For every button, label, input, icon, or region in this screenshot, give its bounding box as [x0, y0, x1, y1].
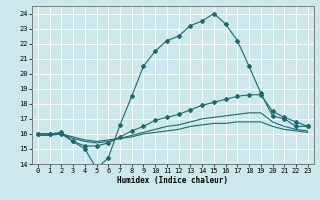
X-axis label: Humidex (Indice chaleur): Humidex (Indice chaleur) [117, 176, 228, 185]
